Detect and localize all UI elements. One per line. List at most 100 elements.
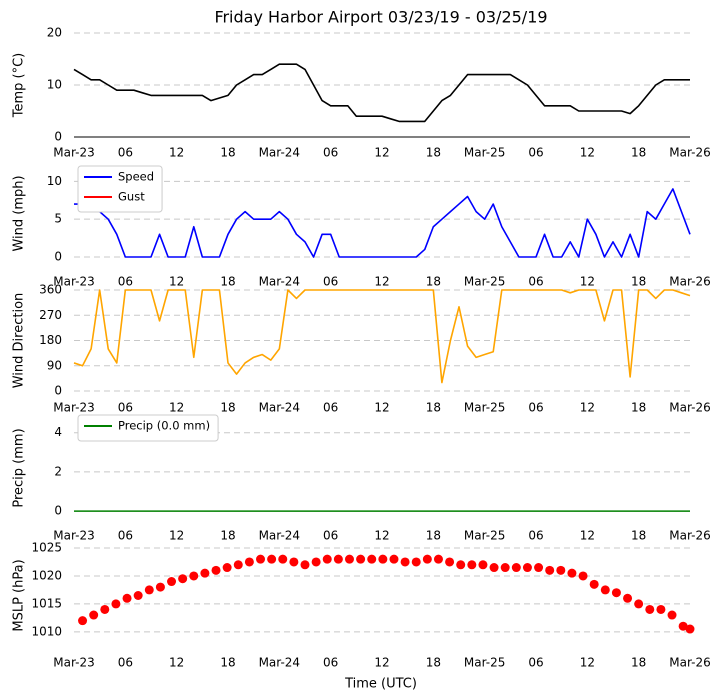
- data-point: [189, 571, 199, 581]
- y-tick-label: 1025: [31, 541, 62, 555]
- x-tick-label: 18: [220, 275, 235, 289]
- data-point: [389, 554, 399, 564]
- data-point: [445, 557, 455, 567]
- x-tick-label: 12: [580, 275, 595, 289]
- x-tick-label: 18: [631, 275, 646, 289]
- x-tick-label: 06: [528, 146, 543, 160]
- data-point: [155, 582, 165, 592]
- y-tick-label: 90: [47, 358, 62, 372]
- data-point: [200, 568, 210, 578]
- x-tick-label: 18: [631, 401, 646, 415]
- data-point: [144, 585, 154, 595]
- data-point: [300, 560, 310, 570]
- data-point: [256, 554, 266, 564]
- series-line: [74, 188, 691, 258]
- data-point: [178, 574, 188, 584]
- data-point: [133, 591, 143, 600]
- x-tick-label: 12: [169, 401, 184, 415]
- x-tick-label: Mar-25: [464, 401, 505, 415]
- data-point: [378, 554, 388, 564]
- data-point: [467, 560, 477, 570]
- data-point: [623, 593, 633, 603]
- y-tick-label: 0: [54, 384, 62, 398]
- legend: Speed Gust: [77, 165, 163, 213]
- data-point: [400, 557, 410, 567]
- x-tick-label: 06: [323, 529, 338, 543]
- data-point: [611, 588, 621, 598]
- x-tick-label: 12: [374, 401, 389, 415]
- data-point: [478, 560, 488, 570]
- data-point: [433, 554, 443, 564]
- x-tick-label: 06: [528, 401, 543, 415]
- data-point: [122, 593, 132, 603]
- x-tick-label: Mar-23: [53, 656, 94, 670]
- data-point: [500, 563, 510, 573]
- x-axis-label: Time (UTC): [344, 677, 417, 692]
- x-tick-label: 12: [580, 146, 595, 160]
- x-tick-label: Mar-25: [464, 529, 505, 543]
- data-point: [244, 557, 254, 567]
- x-tick-label: 06: [118, 656, 133, 670]
- data-point: [422, 554, 432, 564]
- y-tick-label: 2: [54, 464, 62, 478]
- x-tick-label: Mar-25: [464, 146, 505, 160]
- x-tick-label: 18: [426, 275, 441, 289]
- data-point: [111, 599, 121, 609]
- legend-label: Gust: [118, 190, 145, 204]
- x-tick-label: 06: [528, 656, 543, 670]
- y-tick-label: 4: [54, 425, 62, 439]
- x-tick-label: Mar-25: [464, 275, 505, 289]
- data-point: [589, 579, 599, 589]
- data-point: [511, 563, 521, 573]
- y-tick-label: 1010: [31, 624, 62, 638]
- y-tick-label: 10: [47, 78, 62, 92]
- data-point: [534, 563, 544, 573]
- data-point: [267, 554, 277, 564]
- data-point: [333, 554, 343, 564]
- x-tick-label: 06: [528, 275, 543, 289]
- data-point: [211, 565, 221, 575]
- x-tick-label: 12: [169, 529, 184, 543]
- y-axis-label: Wind (mph): [12, 175, 27, 251]
- x-tick-label: 18: [426, 401, 441, 415]
- data-point: [78, 616, 88, 626]
- x-tick-label: Mar-24: [259, 529, 300, 543]
- data-point: [556, 565, 566, 575]
- x-tick-label: 06: [528, 529, 543, 543]
- x-tick-label: Mar-23: [53, 401, 94, 415]
- legend: Precip (0.0 mm): [77, 414, 219, 442]
- x-tick-label: 06: [323, 401, 338, 415]
- series-line: [73, 63, 690, 123]
- data-point: [645, 604, 655, 614]
- x-tick-label: 12: [374, 656, 389, 670]
- x-tick-label: 18: [220, 401, 235, 415]
- legend-label: Precip (0.0 mm): [118, 419, 210, 433]
- x-tick-label: 18: [426, 656, 441, 670]
- x-tick-label: Mar-23: [53, 275, 94, 289]
- y-tick-label: 0: [54, 504, 62, 518]
- y-axis-label: Temp (°C): [12, 53, 27, 119]
- x-tick-label: 18: [631, 529, 646, 543]
- x-tick-label: 06: [323, 146, 338, 160]
- x-tick-label: 12: [374, 275, 389, 289]
- y-tick-label: 5: [54, 212, 62, 226]
- data-point: [685, 624, 695, 634]
- data-point: [600, 585, 610, 595]
- x-tick-label: Mar-26: [669, 401, 710, 415]
- y-tick-label: 180: [39, 333, 62, 347]
- data-point: [311, 557, 321, 567]
- data-point: [322, 554, 332, 564]
- data-point: [522, 563, 532, 573]
- data-point: [278, 554, 288, 564]
- y-tick-label: 270: [39, 308, 62, 322]
- x-tick-label: 18: [631, 146, 646, 160]
- x-tick-label: 06: [323, 275, 338, 289]
- legend-box: [77, 414, 219, 442]
- x-tick-label: 18: [220, 529, 235, 543]
- data-point: [578, 571, 588, 581]
- y-tick-label: 360: [39, 283, 62, 297]
- x-tick-label: 06: [118, 146, 133, 160]
- data-point: [233, 560, 243, 570]
- x-tick-label: Mar-26: [669, 529, 710, 543]
